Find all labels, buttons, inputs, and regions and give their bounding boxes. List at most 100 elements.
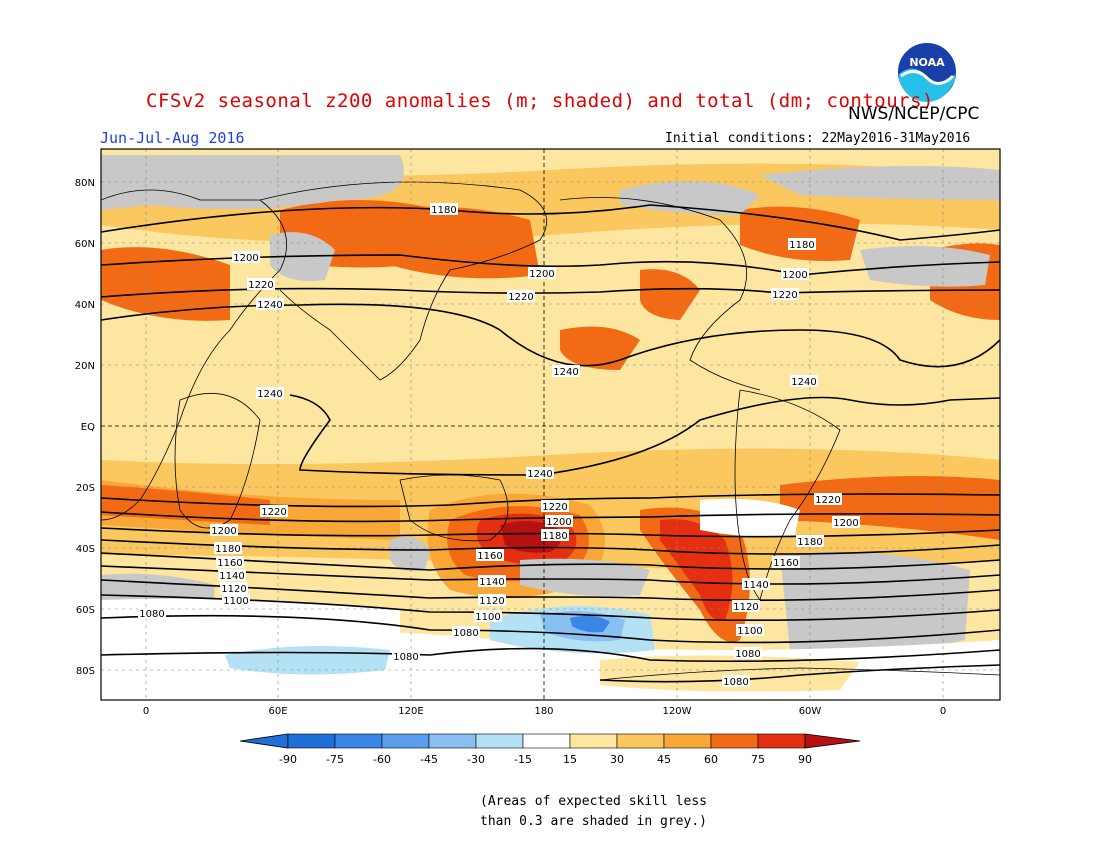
colorbar-label: 75 [751, 753, 765, 766]
contour-label-1120b: 1120 [478, 594, 506, 607]
svg-text:1080: 1080 [723, 677, 748, 688]
contour-label-1080a: 1080 [138, 607, 166, 620]
africa-europe-coast [101, 189, 287, 521]
colorbar-swatch [334, 733, 383, 749]
svg-text:1100: 1100 [223, 596, 248, 607]
colorbar-label: -30 [467, 753, 485, 766]
svg-text:1200: 1200 [782, 270, 807, 281]
contour-label-1180b: 1180 [788, 238, 816, 251]
contour-label-group: 1180 1200 1220 1240 1200 1220 1240 1180 … [138, 203, 860, 688]
contour-label-1100b: 1100 [474, 610, 502, 623]
svg-text:1220: 1220 [508, 292, 533, 303]
colorbar-swatch [428, 733, 477, 749]
svg-text:1180: 1180 [215, 544, 240, 555]
equator-dateline-lines [101, 149, 1000, 700]
svg-text:1200: 1200 [833, 518, 858, 529]
svg-text:1220: 1220 [815, 495, 840, 506]
svg-text:1240: 1240 [527, 469, 552, 480]
svg-text:1080: 1080 [453, 628, 478, 639]
colorbar-label: 90 [798, 753, 812, 766]
lat-label: 40N [75, 300, 95, 311]
svg-text:1140: 1140 [219, 571, 244, 582]
contour-label-1200d: 1200 [210, 524, 238, 537]
colorbar-label: -60 [373, 753, 391, 766]
svg-text:1140: 1140 [743, 580, 768, 591]
colorbar-swatch [475, 733, 524, 749]
contour-label-1160a: 1160 [216, 556, 244, 569]
lat-label: 60N [75, 239, 95, 250]
asia-coast [259, 181, 548, 381]
svg-text:1120: 1120 [221, 584, 246, 595]
contour-label-1140b: 1140 [478, 575, 506, 588]
contour-label-1180d: 1180 [541, 529, 569, 542]
lon-label: 60W [799, 706, 822, 717]
svg-text:1080: 1080 [735, 649, 760, 660]
svg-text:1200: 1200 [211, 526, 236, 537]
colorbar-swatch [287, 733, 336, 749]
svg-text:1180: 1180 [797, 537, 822, 548]
contour-label-1180a: 1180 [430, 203, 458, 216]
contour-label-1240d: 1240 [256, 387, 284, 400]
contour-label-1140c: 1140 [742, 578, 770, 591]
logo-text: NOAA [909, 56, 945, 69]
chart-title: CFSv2 seasonal z200 anomalies (m; shaded… [146, 90, 934, 112]
contour-label-1140a: 1140 [218, 569, 246, 582]
svg-text:1160: 1160 [477, 551, 502, 562]
colorbar-swatch [757, 733, 806, 749]
contour-label-1180e: 1180 [796, 535, 824, 548]
lat-label: 80S [76, 666, 95, 677]
lon-label: 120E [398, 706, 423, 717]
colorbar-left-arrow [239, 733, 289, 749]
lat-label: 40S [76, 544, 95, 555]
svg-text:1220: 1220 [248, 280, 273, 291]
svg-text:1180: 1180 [431, 205, 456, 216]
colorbar-swatch [710, 733, 759, 749]
colorbar-label: 60 [704, 753, 718, 766]
svg-text:1140: 1140 [479, 577, 504, 588]
colorbar-swatch [616, 733, 665, 749]
contour-label-1080b: 1080 [392, 650, 420, 663]
contour-label-1120c: 1120 [732, 600, 760, 613]
contour-label-1220f: 1220 [814, 493, 842, 506]
lon-label: 0 [940, 706, 946, 717]
contour-label-1240b: 1240 [552, 365, 580, 378]
svg-text:1240: 1240 [257, 389, 282, 400]
colorbar-right-arrow [804, 733, 861, 749]
svg-text:1080: 1080 [393, 652, 418, 663]
colorbar-label: -75 [326, 753, 344, 766]
lat-lon-grid [101, 149, 1000, 700]
antarctica-coast [599, 667, 1000, 681]
colorbar-label: 30 [610, 753, 624, 766]
colorbar-label: 15 [563, 753, 577, 766]
colorbar-swatch [663, 733, 712, 749]
colorbar-label: -90 [279, 753, 297, 766]
colorbar-labels: -90 -75 -60 -45 -30 -15 15 30 45 60 75 9… [279, 753, 812, 766]
contour-label-1180c: 1180 [214, 542, 242, 555]
latitude-labels: 80N 60N 40N 20N EQ 20S 40S 60S 80S [75, 178, 95, 677]
footnote-line-1: (Areas of expected skill less [480, 794, 707, 809]
contour-label-1200c: 1200 [781, 268, 809, 281]
svg-text:1240: 1240 [791, 377, 816, 388]
colorbar-swatch [381, 733, 430, 749]
contour-label-1200a: 1200 [232, 251, 260, 264]
contour-label-1080e: 1080 [734, 647, 762, 660]
svg-text:1200: 1200 [233, 253, 258, 264]
svg-text:1080: 1080 [139, 609, 164, 620]
contour-label-1220c: 1220 [771, 288, 799, 301]
lon-label: 0 [143, 706, 149, 717]
svg-text:1160: 1160 [773, 558, 798, 569]
contour-label-1080d: 1080 [722, 675, 750, 688]
lat-label: EQ [81, 422, 95, 433]
contour-label-1220b: 1220 [507, 290, 535, 303]
lat-label: 60S [76, 605, 95, 616]
contour-label-1120a: 1120 [220, 582, 248, 595]
svg-text:1240: 1240 [553, 367, 578, 378]
colorbar-swatch [522, 733, 571, 749]
organization-label: NWS/NCEP/CPC [848, 104, 980, 124]
lon-label: 60E [268, 706, 287, 717]
svg-text:1100: 1100 [737, 626, 762, 637]
svg-text:1160: 1160 [217, 558, 242, 569]
north-america-coast [559, 197, 761, 391]
svg-text:1220: 1220 [261, 507, 286, 518]
